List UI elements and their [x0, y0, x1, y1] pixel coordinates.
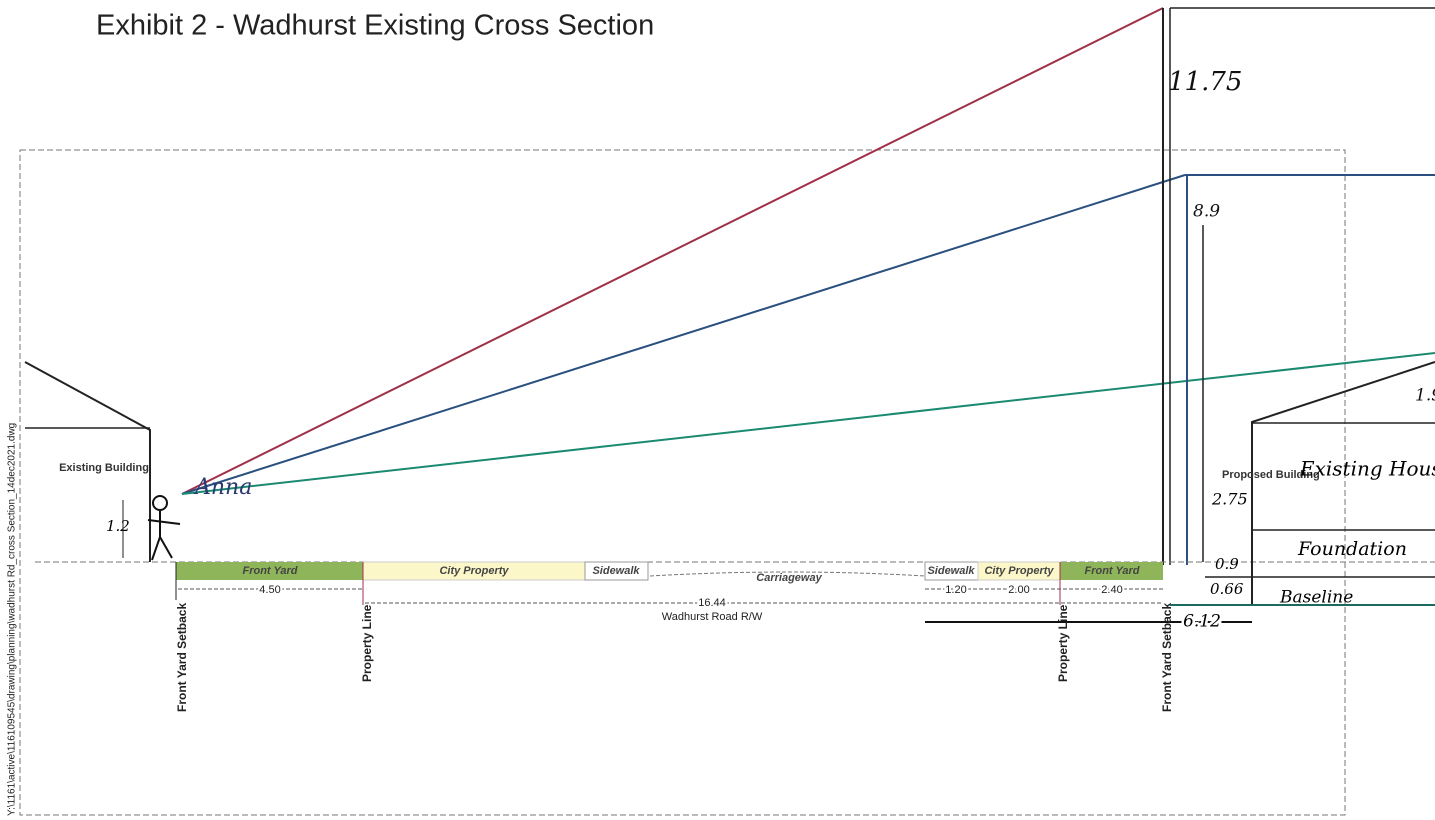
green-sight-line — [181, 352, 1435, 495]
right-building — [1251, 361, 1435, 605]
dim-label: Wadhurst Road R/W — [662, 611, 763, 623]
foundation-label: Foundation — [1297, 538, 1407, 560]
marker-label: Property Line — [1056, 604, 1070, 682]
frame — [19, 149, 1346, 816]
signature: Anna — [193, 475, 252, 500]
zone-label: Sidewalk — [592, 565, 640, 577]
person — [151, 510, 161, 561]
person — [152, 495, 168, 511]
title: Exhibit 2 - Wadhurst Existing Cross Sect… — [96, 10, 654, 42]
dim-label: 6.12 — [1183, 612, 1221, 632]
zone-label: Front Yard — [1084, 565, 1139, 577]
zone-label: City Property — [439, 565, 509, 577]
dim-label: 2.00 — [1008, 584, 1029, 596]
house-label: Existing House. — [1299, 457, 1435, 481]
height-label: 2.75 — [1211, 490, 1248, 509]
height-label: 8.9 — [1193, 202, 1220, 222]
zone-label: Front Yard — [242, 565, 297, 577]
baseline-label: Baseline — [1279, 588, 1353, 608]
height-label: 1.9 — [1415, 386, 1435, 406]
dim-label: 1.20 — [945, 584, 966, 596]
zone — [1060, 562, 1163, 580]
height-label: 11.75 — [1168, 67, 1242, 97]
dim-label: 16.44 — [698, 597, 726, 609]
marker-label: Front Yard Setback — [1160, 603, 1174, 712]
zone-label: Carriageway — [756, 572, 822, 584]
height-label: 0.9 — [1215, 555, 1239, 573]
left-building — [24, 361, 151, 562]
dim-label: 4.50 — [259, 584, 280, 596]
height-label: 1.2 — [106, 517, 130, 535]
person — [159, 536, 173, 559]
zone-label: Sidewalk — [927, 565, 975, 577]
zone — [584, 561, 649, 581]
marker-label: Front Yard Setback — [175, 603, 189, 712]
zone-label: City Property — [984, 565, 1054, 577]
marker-label: Property Line — [360, 604, 374, 682]
red-sight-line — [181, 7, 1164, 495]
carriageway-curve — [649, 571, 926, 577]
zone — [176, 562, 363, 580]
building-label: Existing Building — [59, 462, 149, 474]
dim-label: 2.40 — [1101, 584, 1122, 596]
person — [147, 519, 181, 525]
height-label: 0.66 — [1210, 580, 1244, 598]
file-path: Y:\1161\active\116109545\drawing\plannin… — [7, 423, 18, 816]
blue-sight-line — [181, 174, 1186, 495]
building-label: Proposed Building — [1222, 469, 1320, 481]
